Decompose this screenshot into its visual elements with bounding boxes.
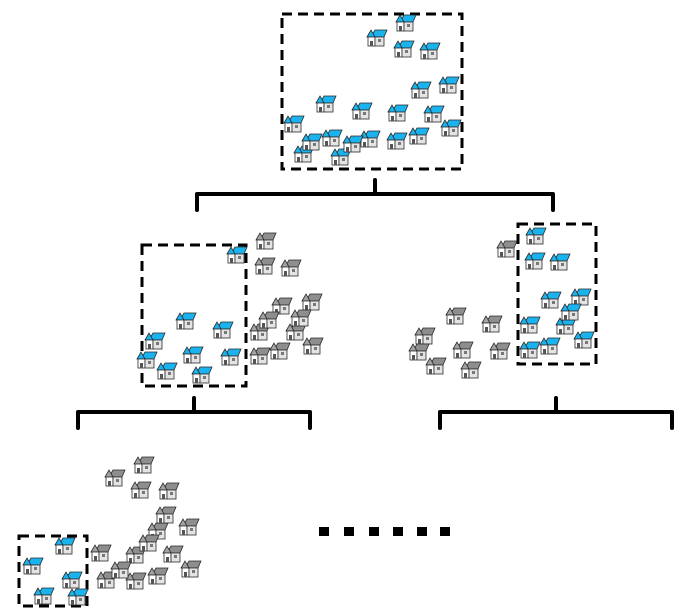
- house-icon: [256, 233, 276, 249]
- house-icon: [441, 120, 461, 136]
- level-2-left-group: [137, 233, 323, 386]
- house-icon: [291, 310, 311, 326]
- house-icon: [574, 332, 594, 348]
- house-icon: [111, 562, 131, 578]
- house-icon: [420, 43, 440, 59]
- house-icon: [571, 289, 591, 305]
- house-icon: [316, 96, 336, 112]
- house-icon: [163, 546, 183, 562]
- house-icon: [520, 317, 540, 333]
- house-icon: [525, 253, 545, 269]
- house-icon: [302, 134, 322, 150]
- house-icon: [148, 568, 168, 584]
- house-icon: [105, 470, 125, 486]
- house-icon: [409, 128, 429, 144]
- level-3-left-houses: [23, 457, 201, 605]
- house-icon: [137, 352, 157, 368]
- house-icon: [322, 130, 342, 146]
- house-icon: [126, 573, 146, 589]
- ellipsis-continuation: [319, 527, 450, 536]
- house-icon: [540, 338, 560, 354]
- level-3-left-group: [19, 457, 201, 606]
- house-icon: [250, 348, 270, 364]
- house-icon: [259, 312, 279, 328]
- level-2-left-houses: [137, 233, 323, 383]
- house-icon: [68, 589, 88, 605]
- house-icon: [453, 342, 473, 358]
- bracket-level-1: [197, 180, 553, 210]
- house-icon: [157, 363, 177, 379]
- house-icon: [159, 483, 179, 499]
- bracket-level-2-left: [78, 398, 310, 428]
- bracket-level-2-right: [440, 398, 672, 428]
- house-icon: [409, 344, 429, 360]
- house-icon: [34, 588, 54, 604]
- house-icon: [179, 519, 199, 535]
- house-icon: [446, 308, 466, 324]
- house-icon: [284, 116, 304, 132]
- house-icon: [388, 105, 408, 121]
- house-icon: [461, 362, 481, 378]
- house-icon: [415, 328, 435, 344]
- house-icon: [134, 457, 154, 473]
- house-icon: [192, 367, 212, 383]
- house-icon: [221, 349, 241, 365]
- level-1-houses: [284, 15, 461, 165]
- house-icon: [131, 482, 151, 498]
- house-icon: [387, 133, 407, 149]
- house-icon: [367, 30, 387, 46]
- house-icon: [424, 106, 444, 122]
- house-icon: [176, 313, 196, 329]
- house-icon: [411, 82, 431, 98]
- house-icon: [490, 343, 510, 359]
- level-2-right-group: [409, 224, 596, 378]
- house-icon: [520, 342, 540, 358]
- house-icon: [352, 103, 372, 119]
- level-1-group: [282, 14, 462, 169]
- house-icon: [23, 558, 43, 574]
- house-icon: [394, 41, 414, 57]
- house-icon: [497, 241, 517, 257]
- house-icon: [62, 572, 82, 588]
- house-icon: [303, 338, 323, 354]
- house-icon: [281, 260, 301, 276]
- house-icon: [541, 292, 561, 308]
- house-icon: [55, 538, 75, 554]
- house-icon: [426, 358, 446, 374]
- house-icon: [91, 545, 111, 561]
- house-icon: [302, 294, 322, 310]
- house-icon: [255, 258, 275, 274]
- house-icon: [550, 254, 570, 270]
- house-icon: [343, 136, 363, 152]
- house-icon: [360, 131, 380, 147]
- level-2-right-houses: [409, 228, 594, 378]
- house-icon: [213, 322, 233, 338]
- house-icon: [270, 343, 290, 359]
- house-icon: [482, 316, 502, 332]
- house-icon: [227, 247, 247, 263]
- house-icon: [396, 15, 416, 31]
- house-icon: [156, 507, 176, 523]
- house-icon: [439, 77, 459, 93]
- house-icon: [145, 333, 165, 349]
- house-icon: [181, 561, 201, 577]
- house-icon: [526, 228, 546, 244]
- house-icon: [139, 535, 159, 551]
- house-icon: [183, 347, 203, 363]
- house-icon: [561, 304, 581, 320]
